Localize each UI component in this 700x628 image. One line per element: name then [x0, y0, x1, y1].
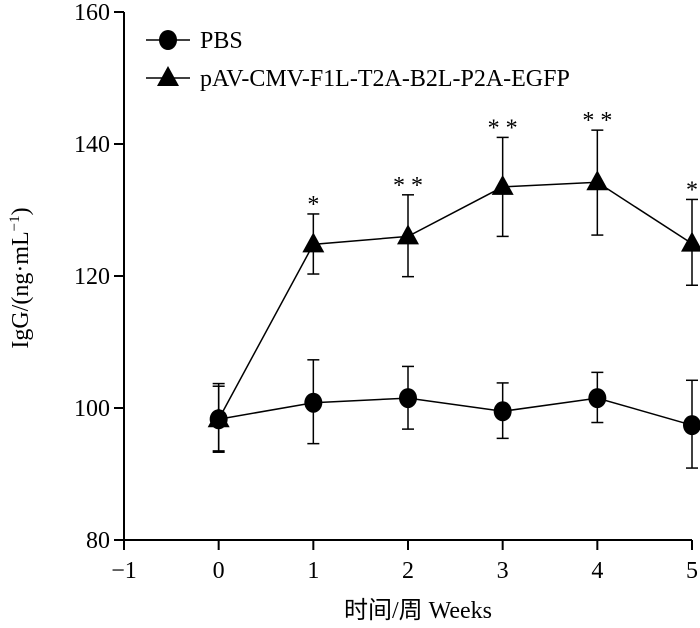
series-pbs [209, 359, 700, 469]
legend-label-pav: pAV-CMV-F1L-T2A-B2L-P2A-EGFP [200, 66, 570, 92]
y-tick-label: 120 [74, 264, 110, 290]
data-point-pbs [493, 401, 512, 422]
y-axis-title: IgG/(ng·mL−1) [7, 207, 34, 348]
data-point-pav [397, 224, 419, 245]
y-axis-title-sup: −1 [7, 215, 23, 231]
data-point-pav [491, 174, 514, 195]
y-tick-label: 80 [86, 528, 110, 554]
data-point-pbs [304, 392, 323, 413]
y-axis-title-close: ) [8, 207, 34, 215]
series-layer: * * * * * * * * [207, 108, 700, 469]
data-point-pbs [683, 415, 700, 436]
x-tick-label: 2 [402, 558, 414, 584]
y-tick-label: 160 [74, 0, 110, 26]
data-point-pav [586, 170, 609, 191]
series-line-pav [218, 181, 693, 420]
significance-label: * [307, 192, 319, 218]
series-line-pbs [218, 397, 693, 426]
legend-marker-pav [157, 66, 179, 86]
x-axis-title: 时间/周 Weeks [344, 597, 492, 624]
x-tick-label: 3 [497, 558, 509, 584]
x-tick-label: −1 [111, 558, 137, 584]
y-tick-label: 100 [74, 396, 110, 422]
y-tick-label: 140 [74, 132, 110, 158]
significance-label: * * [393, 173, 423, 199]
legend: PBS pAV-CMV-F1L-T2A-B2L-P2A-EGFP [146, 28, 570, 92]
data-point-pbs [588, 388, 607, 409]
y-axis-title-main: IgG/(ng·mL [8, 231, 34, 348]
legend-label-pbs: PBS [200, 28, 243, 54]
significance-label: * * [582, 108, 612, 134]
data-point-pav [207, 407, 230, 428]
axes: 80 100 120 140 160 −1 0 1 2 3 4 5 [74, 0, 698, 584]
x-tick-label: 5 [686, 558, 698, 584]
data-point-pav [302, 232, 325, 253]
data-point-pav [681, 231, 700, 252]
x-tick-label: 0 [213, 558, 225, 584]
x-tick-label: 1 [307, 558, 319, 584]
significance-label: * * [488, 115, 518, 141]
significance-label: * [686, 177, 698, 203]
legend-marker-pbs [159, 30, 177, 50]
x-tick-label: 4 [591, 558, 603, 584]
data-point-pbs [399, 388, 417, 409]
series-pav: * * * * * * * * [207, 108, 700, 453]
